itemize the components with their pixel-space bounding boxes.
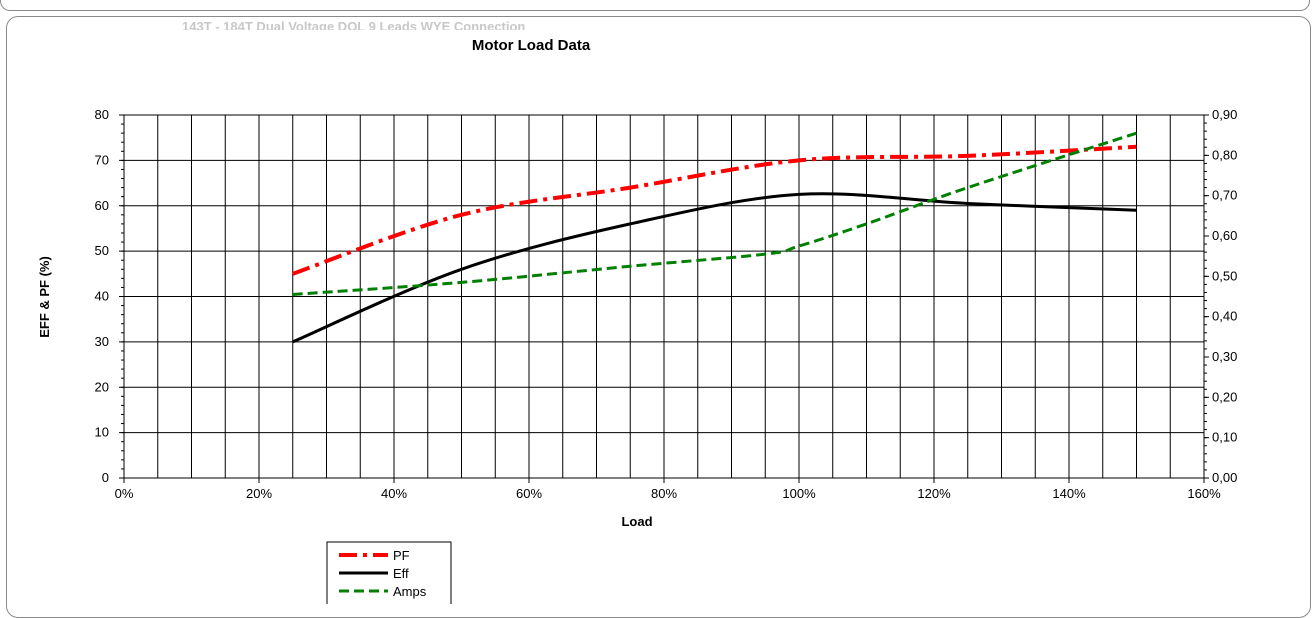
y2-tick-label: 0,70 [1212, 188, 1237, 203]
x-tick-label: 140% [1052, 486, 1086, 501]
y-tick-label: 80 [95, 107, 109, 122]
y-tick-label: 30 [95, 334, 109, 349]
series-line-eff [292, 192, 1137, 344]
series-group [292, 131, 1137, 344]
x-tick-label: 160% [1187, 486, 1221, 501]
x-tick-label: 100% [782, 486, 816, 501]
header-text: 143T - 184T Dual Voltage DOL 9 Leads WYE… [182, 19, 526, 30]
y-tick-label: 70 [95, 152, 109, 167]
x-tick-label: 40% [381, 486, 407, 501]
series-line-amps [292, 131, 1137, 296]
series-line-pf [292, 144, 1137, 276]
legend-label-pf: PF [393, 548, 410, 563]
x-tick-label: 120% [917, 486, 951, 501]
y-tick-label: 50 [95, 243, 109, 258]
y2-tick-label: 0,40 [1212, 309, 1237, 324]
y2-tick-label: 0,90 [1212, 107, 1237, 122]
motor-load-chart: Motor Load Data 0% 20% 40% 60% 80% 100% 120% 14… [37, 37, 1237, 604]
y-tick-label: 60 [95, 198, 109, 213]
x-axis-ticks: 0% 20% 40% 60% 80% 100% 120% 140% 160% [115, 478, 1221, 501]
y-tick-label: 20 [95, 379, 109, 394]
y-tick-label: 10 [95, 425, 109, 440]
legend-label-amps: Amps [393, 584, 427, 599]
y2-tick-label: 0,30 [1212, 349, 1237, 364]
y-tick-label: 0 [102, 470, 109, 485]
grid [123, 114, 1205, 479]
x-tick-label: 0% [115, 486, 134, 501]
x-tick-label: 20% [246, 486, 272, 501]
y2-axis-ticks: 0,00 0,10 0,20 0,30 0,40 0,50 0,60 0,70 0,80 0,90 [1204, 107, 1237, 485]
y2-tick-label: 0,00 [1212, 470, 1237, 485]
y-axis-ticks: 0 10 20 30 40 50 60 70 80 [95, 107, 124, 485]
x-axis-title: Load [621, 514, 652, 529]
y2-tick-label: 0,60 [1212, 228, 1237, 243]
y2-tick-label: 0,20 [1212, 389, 1237, 404]
chart-title: Motor Load Data [472, 37, 591, 54]
legend: PF Eff Amps [326, 541, 452, 604]
legend-label-eff: Eff [393, 566, 409, 581]
x-tick-label: 60% [516, 486, 542, 501]
y-axis-title: EFF & PF (%) [37, 256, 52, 338]
y2-tick-label: 0,10 [1212, 430, 1237, 445]
x-tick-label: 80% [651, 486, 677, 501]
y2-tick-label: 0,80 [1212, 147, 1237, 162]
y2-tick-label: 0,50 [1212, 268, 1237, 283]
y-tick-label: 40 [95, 289, 109, 304]
